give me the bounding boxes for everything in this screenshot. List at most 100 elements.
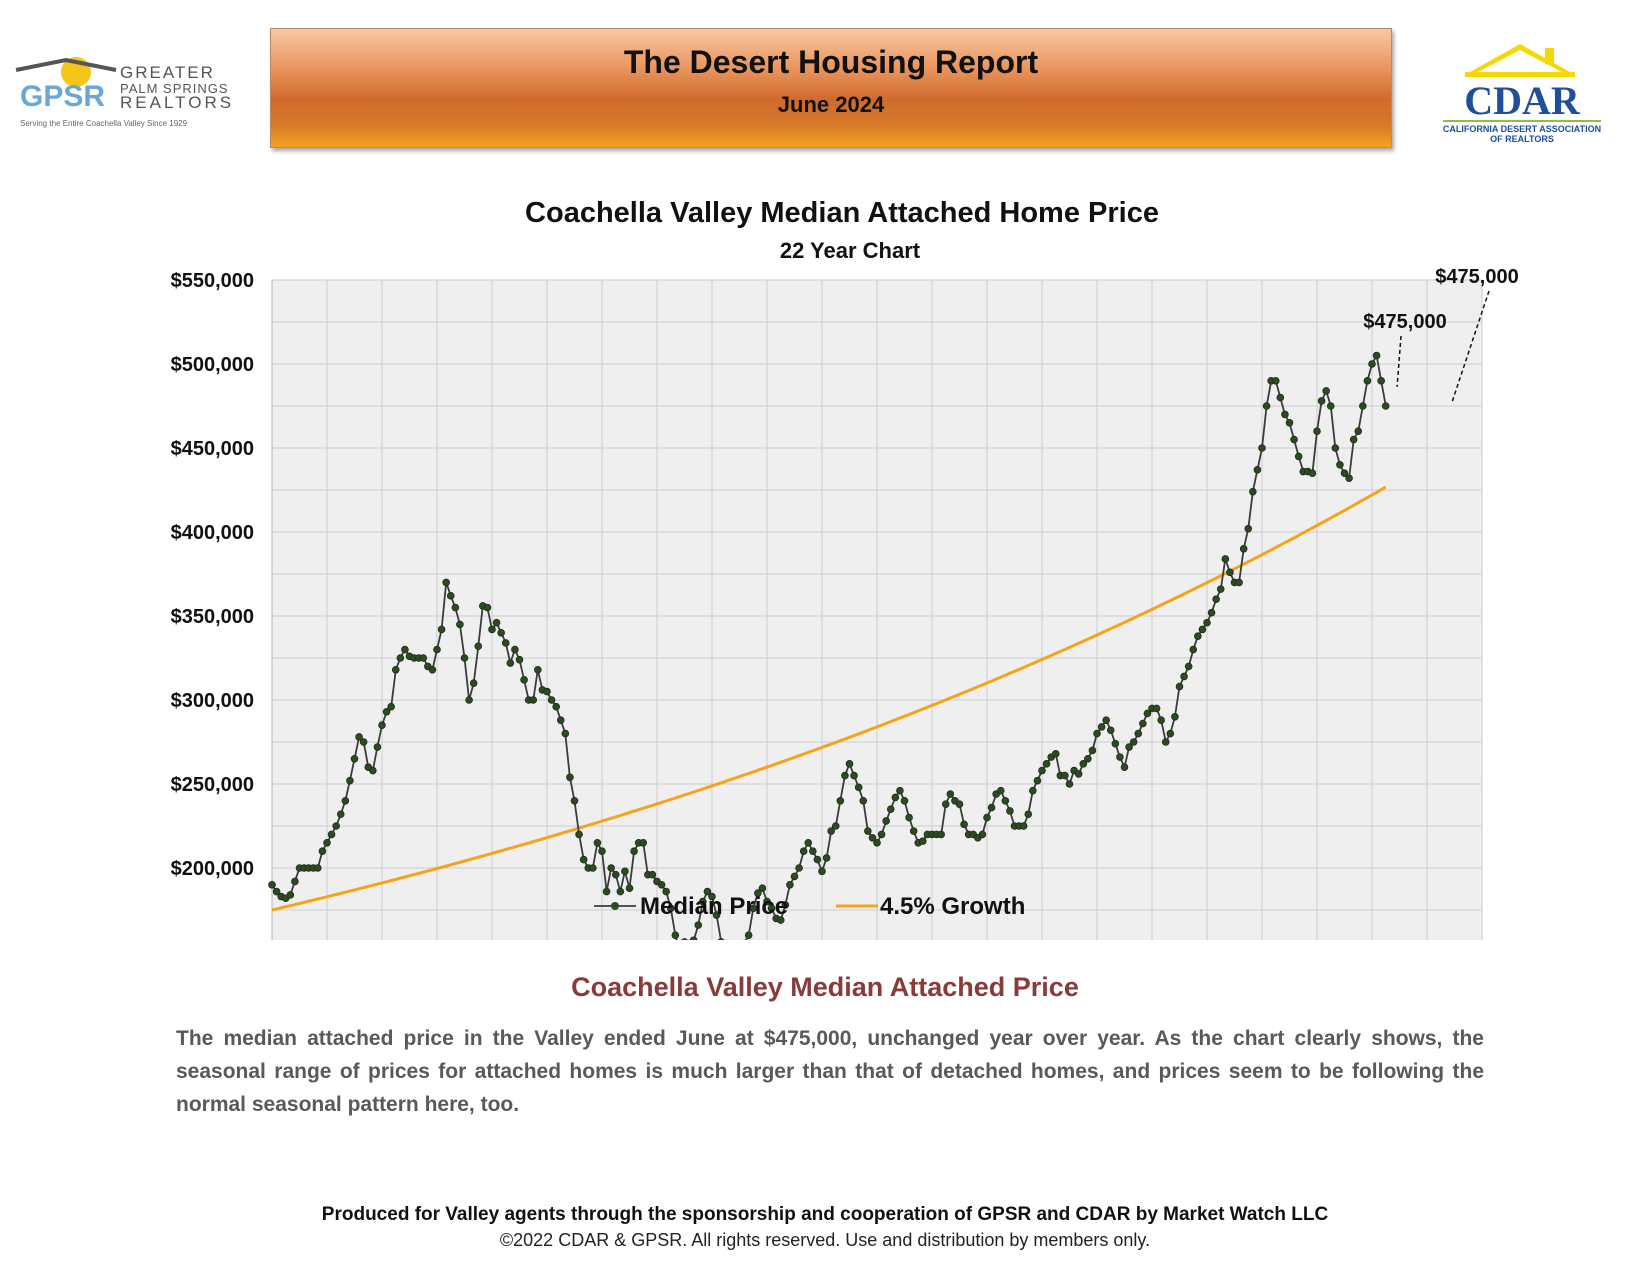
median-price-point xyxy=(1271,377,1280,385)
median-price-point xyxy=(694,921,703,929)
median-price-point xyxy=(859,796,868,805)
median-price-point xyxy=(1116,753,1124,761)
median-price-point xyxy=(268,880,276,889)
median-price-point xyxy=(520,676,528,684)
chart-subtitle: 22 Year Chart xyxy=(780,238,921,263)
median-price-point xyxy=(1203,618,1211,627)
median-price-point xyxy=(534,665,542,674)
report-title: The Desert Housing Report xyxy=(623,44,1039,80)
median-price-point xyxy=(864,827,872,835)
median-price-point xyxy=(396,654,405,662)
median-price-point xyxy=(822,854,831,862)
median-price-point xyxy=(286,891,295,899)
median-price-point xyxy=(483,603,492,612)
median-price-point xyxy=(437,625,446,634)
y-tick-label: $350,000 xyxy=(171,606,254,628)
median-price-point xyxy=(845,760,854,768)
median-price-point xyxy=(1079,760,1088,768)
median-price-point xyxy=(1111,739,1120,748)
median-price-point xyxy=(1377,377,1385,385)
median-price-point xyxy=(428,665,437,674)
legend-median-label: Median Price xyxy=(640,893,788,920)
median-price-point xyxy=(1368,360,1376,368)
median-price-point xyxy=(1340,469,1349,478)
median-price-point xyxy=(1143,709,1152,718)
median-price-point xyxy=(501,639,510,647)
median-price-point xyxy=(1152,704,1161,713)
median-price-point xyxy=(336,810,345,819)
gpsr-logo: GPSR GREATER PALM SPRINGS REALTORS Servi… xyxy=(15,57,231,128)
median-price-point xyxy=(836,796,845,805)
median-price-point xyxy=(987,803,996,812)
gpsr-tagline: Serving the Entire Coachella Valley Sinc… xyxy=(20,119,188,128)
logo-divider xyxy=(1443,120,1601,122)
median-price-point xyxy=(1359,402,1367,410)
median-price-point xyxy=(1294,452,1303,461)
median-price-point xyxy=(488,625,496,634)
median-price-point xyxy=(896,786,904,795)
median-price-point xyxy=(1216,585,1225,593)
median-price-point xyxy=(754,889,762,897)
median-price-point xyxy=(1372,351,1381,360)
cdar-line1: CALIFORNIA DESERT ASSOCIATION xyxy=(1443,124,1601,134)
median-price-point xyxy=(1313,427,1321,436)
median-price-point xyxy=(442,578,450,587)
median-price-point xyxy=(804,838,813,847)
median-price-point xyxy=(598,847,606,855)
median-price-point xyxy=(1102,716,1110,724)
median-price-point xyxy=(763,897,771,906)
median-price-point xyxy=(795,864,803,872)
median-price-point xyxy=(547,696,556,704)
annotation-leader-line xyxy=(1396,335,1402,387)
median-price-point xyxy=(1345,474,1353,483)
median-price-point xyxy=(382,707,391,716)
median-price-point xyxy=(1249,487,1257,496)
median-price-point xyxy=(474,642,483,651)
median-price-point xyxy=(960,820,968,829)
median-price-point xyxy=(506,659,515,667)
median-price-point xyxy=(446,592,455,600)
median-price-point xyxy=(1381,402,1390,410)
median-price-point xyxy=(511,645,519,654)
median-price-point xyxy=(1175,682,1184,691)
median-price-point xyxy=(460,654,469,662)
median-price-point xyxy=(318,847,327,855)
median-price-point xyxy=(350,754,359,763)
median-price-point xyxy=(809,847,817,855)
median-price-point xyxy=(662,887,670,896)
median-price-point xyxy=(767,904,776,913)
median-price-point xyxy=(1331,444,1340,452)
report-banner: The Desert Housing Report June 2024 xyxy=(270,28,1392,148)
y-tick-label: $200,000 xyxy=(171,858,254,880)
median-price-point xyxy=(616,887,625,896)
median-price-point xyxy=(900,796,909,805)
median-price-point xyxy=(1019,822,1028,830)
median-price-point xyxy=(272,887,281,896)
median-price-point xyxy=(1207,608,1216,617)
y-tick-label: $450,000 xyxy=(171,438,254,460)
median-price-point xyxy=(1038,766,1046,775)
median-price-point xyxy=(1084,754,1092,763)
median-price-point xyxy=(575,830,583,839)
median-price-point xyxy=(593,838,602,847)
growth-series-line xyxy=(271,485,1387,912)
median-price-point xyxy=(671,931,680,939)
median-price-point xyxy=(758,884,767,892)
median-price-point xyxy=(373,743,382,751)
median-price-point xyxy=(607,864,615,872)
median-price-point xyxy=(1239,544,1248,553)
median-price-point xyxy=(469,679,478,688)
median-price-point xyxy=(786,880,794,889)
median-price-point xyxy=(831,822,840,830)
median-price-point xyxy=(886,805,895,813)
median-price-point xyxy=(543,687,551,696)
median-price-point xyxy=(369,766,377,775)
median-price-point xyxy=(1006,807,1014,815)
commentary-title: Coachella Valley Median Attached Price xyxy=(571,972,1079,1002)
median-price-point xyxy=(978,830,987,839)
median-price-point xyxy=(552,702,560,711)
price-annotation-label: $475,000 xyxy=(1363,311,1446,333)
median-price-point xyxy=(877,830,886,839)
median-price-point xyxy=(1171,712,1179,721)
median-price-point xyxy=(1180,672,1188,681)
